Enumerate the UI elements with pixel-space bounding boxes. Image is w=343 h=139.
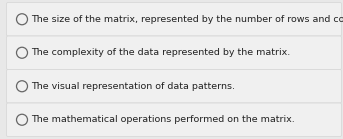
Circle shape — [16, 81, 27, 92]
Text: The mathematical operations performed on the matrix.: The mathematical operations performed on… — [31, 115, 295, 124]
FancyBboxPatch shape — [7, 70, 342, 103]
Text: The size of the matrix, represented by the number of rows and columns.: The size of the matrix, represented by t… — [31, 15, 343, 24]
Text: The visual representation of data patterns.: The visual representation of data patter… — [31, 82, 235, 91]
Text: The complexity of the data represented by the matrix.: The complexity of the data represented b… — [31, 48, 290, 57]
Circle shape — [16, 47, 27, 58]
Circle shape — [16, 114, 27, 125]
FancyBboxPatch shape — [7, 3, 342, 36]
FancyBboxPatch shape — [7, 36, 342, 70]
FancyBboxPatch shape — [7, 103, 342, 136]
Circle shape — [16, 14, 27, 25]
